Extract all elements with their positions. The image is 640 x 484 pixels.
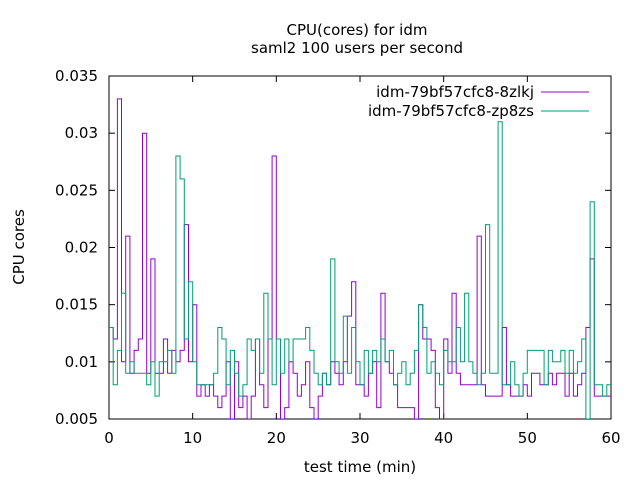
chart-subtitle: saml2 100 users per second: [251, 39, 463, 57]
x-tick-label: 10: [183, 429, 202, 447]
x-axis-label: test time (min): [304, 458, 416, 476]
x-tick-label: 30: [350, 429, 369, 447]
legend-label: idm-79bf57cfc8-8zlkj: [376, 83, 534, 101]
x-tick-label: 40: [434, 429, 453, 447]
y-tick-label: 0.025: [55, 181, 98, 199]
y-axis-label: CPU cores: [10, 209, 28, 285]
y-tick-label: 0.005: [55, 410, 98, 428]
x-tick-label: 60: [601, 429, 620, 447]
y-tick-label: 0.035: [55, 67, 98, 85]
x-tick-label: 0: [104, 429, 114, 447]
y-tick-label: 0.02: [65, 239, 98, 257]
series-line-1: [109, 121, 611, 419]
x-tick-label: 20: [267, 429, 286, 447]
y-tick-label: 0.03: [65, 124, 98, 142]
legend-label: idm-79bf57cfc8-zp8zs: [368, 102, 534, 120]
chart-title: CPU(cores) for idm: [287, 21, 428, 39]
x-tick-label: 50: [518, 429, 537, 447]
y-tick-label: 0.01: [65, 353, 98, 371]
y-tick-label: 0.015: [55, 296, 98, 314]
